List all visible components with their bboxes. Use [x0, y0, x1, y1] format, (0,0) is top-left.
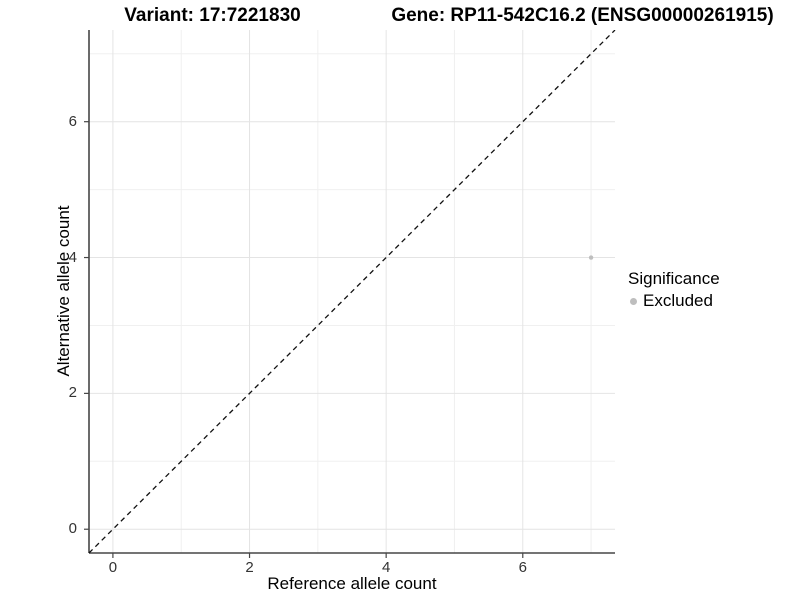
legend-title: Significance — [628, 269, 720, 288]
plot-panel — [84, 29, 621, 559]
x-tick-label: 2 — [245, 559, 254, 576]
plot-canvas — [84, 29, 616, 558]
legend: Significance Excluded — [628, 269, 720, 311]
y-tick-label: 4 — [68, 248, 77, 266]
excluded-point-icon — [630, 297, 637, 305]
legend-item-excluded: Excluded — [630, 291, 720, 311]
data-point — [588, 255, 594, 260]
x-axis-title: Reference allele count — [267, 574, 437, 593]
identity-line — [88, 29, 616, 554]
y-tick-label: 6 — [68, 112, 77, 130]
x-tick-label: 6 — [518, 559, 527, 576]
gene-title: Gene: RP11-542C16.2 (ENSG00000261915) — [391, 5, 774, 26]
x-tick-label: 4 — [381, 559, 391, 576]
legend-item-label: Excluded — [643, 291, 713, 310]
variant-title: Variant: 17:7221830 — [124, 5, 301, 26]
y-tick-label: 2 — [68, 384, 77, 402]
y-axis-title: Alternative allele count — [54, 205, 73, 377]
x-tick-label: 0 — [108, 559, 118, 576]
y-tick-label: 0 — [68, 520, 77, 538]
